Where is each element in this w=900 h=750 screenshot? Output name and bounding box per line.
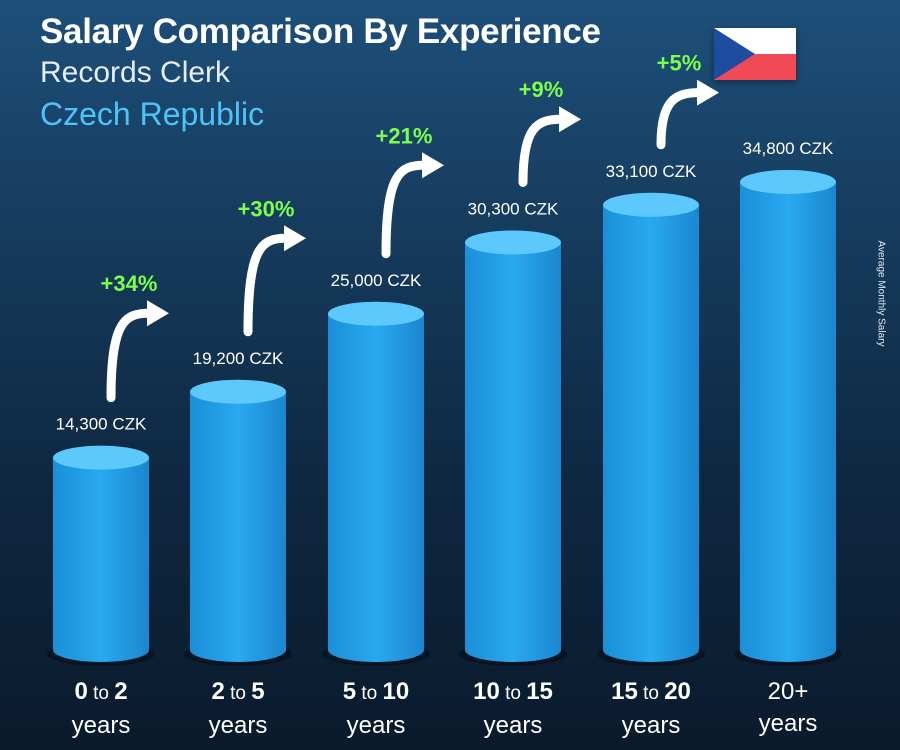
- arrow-head: [422, 152, 444, 179]
- arrow-head: [147, 300, 169, 327]
- increase-label: +34%: [101, 271, 158, 296]
- increase-label: +5%: [657, 51, 702, 76]
- chart-title: Salary Comparison By Experience: [40, 12, 601, 51]
- value-label: 19,200 CZK: [193, 349, 284, 368]
- category-label: 5 to 10 years: [342, 678, 410, 739]
- category-label: 15 to 20 years: [611, 678, 691, 739]
- bar-3: [322, 301, 430, 666]
- value-label: 33,100 CZK: [606, 162, 697, 181]
- increase-arrow-icon: [243, 225, 306, 337]
- value-label: 25,000 CZK: [331, 271, 422, 290]
- arrow-head: [697, 79, 719, 106]
- category-label: 2 to 5 years: [208, 678, 268, 739]
- bar-top: [465, 230, 561, 255]
- bar-body: [603, 204, 699, 662]
- bar-body: [740, 181, 836, 662]
- arrow-shaft: [656, 88, 704, 150]
- bar-top: [53, 445, 149, 470]
- arrow-shaft: [518, 114, 566, 187]
- bar-2: [184, 379, 292, 666]
- arrow-shaft: [243, 233, 291, 337]
- bar-body: [190, 391, 286, 662]
- increase-arrow-icon: [106, 300, 169, 403]
- increase-label: +21%: [376, 123, 433, 148]
- increase-label: +30%: [238, 196, 295, 221]
- increase-arrow-icon: [518, 106, 581, 187]
- country-name: Czech Republic: [40, 96, 265, 132]
- category-label: 0 to 2 years: [71, 678, 131, 739]
- job-title: Records Clerk: [40, 56, 231, 89]
- increase-label: +9%: [519, 77, 564, 102]
- bar-top: [190, 379, 286, 404]
- bar-body: [465, 242, 561, 662]
- arrow-shaft: [106, 308, 154, 403]
- category-label: 10 to 15 years: [473, 678, 553, 739]
- bar-5: [597, 192, 705, 666]
- value-label: 14,300 CZK: [56, 415, 147, 434]
- bar-top: [328, 301, 424, 326]
- category-label: 20+ years: [758, 678, 818, 737]
- increase-arrow-icon: [381, 152, 444, 259]
- bar-6: [734, 169, 842, 666]
- bar-body: [328, 313, 424, 662]
- bar-1: [47, 445, 155, 666]
- value-label: 34,800 CZK: [743, 139, 834, 158]
- arrow-head: [284, 225, 306, 252]
- value-label: 30,300 CZK: [468, 199, 559, 218]
- czech-flag-icon: [714, 28, 796, 80]
- bar-4: [459, 230, 567, 666]
- bar-body: [53, 457, 149, 662]
- arrow-head: [559, 106, 581, 133]
- arrow-shaft: [381, 160, 429, 259]
- bar-top: [740, 169, 836, 194]
- increase-arrow-icon: [656, 79, 719, 150]
- bar-top: [603, 192, 699, 217]
